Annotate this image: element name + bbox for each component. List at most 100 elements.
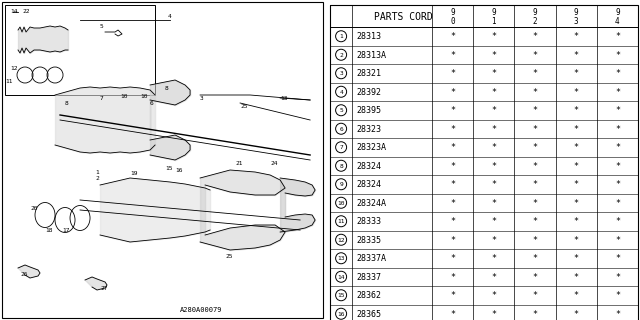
Text: 8: 8 bbox=[339, 164, 343, 169]
Text: *: * bbox=[492, 88, 497, 97]
Text: 8: 8 bbox=[65, 101, 68, 106]
Text: *: * bbox=[573, 310, 579, 319]
Text: 14: 14 bbox=[337, 275, 345, 280]
Text: 25: 25 bbox=[240, 104, 248, 109]
Text: *: * bbox=[573, 143, 579, 152]
Bar bbox=[5, 5, 155, 95]
Text: 3: 3 bbox=[200, 96, 204, 101]
Text: *: * bbox=[450, 51, 455, 60]
Text: PARTS CORD: PARTS CORD bbox=[374, 12, 433, 22]
Text: 28321: 28321 bbox=[356, 69, 381, 78]
Text: 28392: 28392 bbox=[356, 88, 381, 97]
Text: 6: 6 bbox=[150, 101, 154, 106]
Text: 8: 8 bbox=[165, 86, 169, 91]
Text: 20: 20 bbox=[30, 206, 38, 211]
Text: *: * bbox=[492, 106, 497, 115]
Text: 9
4: 9 4 bbox=[615, 8, 620, 26]
Text: *: * bbox=[573, 162, 579, 171]
Text: *: * bbox=[573, 180, 579, 189]
Text: *: * bbox=[615, 199, 620, 208]
Text: *: * bbox=[615, 69, 620, 78]
Text: 9: 9 bbox=[339, 182, 343, 187]
Text: 28335: 28335 bbox=[356, 236, 381, 245]
Text: 4: 4 bbox=[168, 14, 172, 19]
Text: *: * bbox=[615, 236, 620, 245]
Text: *: * bbox=[492, 51, 497, 60]
Text: *: * bbox=[450, 69, 455, 78]
Text: 17: 17 bbox=[62, 228, 70, 233]
Text: *: * bbox=[615, 254, 620, 263]
Text: 15: 15 bbox=[337, 293, 345, 298]
Text: *: * bbox=[532, 273, 538, 282]
Text: *: * bbox=[615, 51, 620, 60]
Text: 16: 16 bbox=[175, 168, 182, 173]
Text: 7: 7 bbox=[339, 145, 343, 150]
Text: *: * bbox=[450, 32, 455, 41]
Text: *: * bbox=[450, 273, 455, 282]
Text: *: * bbox=[492, 217, 497, 226]
Text: *: * bbox=[532, 143, 538, 152]
Text: 6: 6 bbox=[339, 127, 343, 132]
Text: *: * bbox=[532, 236, 538, 245]
Text: *: * bbox=[492, 310, 497, 319]
Text: 2: 2 bbox=[339, 53, 343, 58]
Text: *: * bbox=[492, 291, 497, 300]
Text: 28395: 28395 bbox=[356, 106, 381, 115]
Text: 14: 14 bbox=[10, 9, 17, 14]
Text: *: * bbox=[615, 310, 620, 319]
Text: 28324: 28324 bbox=[356, 162, 381, 171]
Text: *: * bbox=[532, 217, 538, 226]
Text: *: * bbox=[492, 125, 497, 134]
Text: 12: 12 bbox=[10, 66, 17, 71]
Text: *: * bbox=[615, 273, 620, 282]
Text: 9
1: 9 1 bbox=[492, 8, 496, 26]
Text: *: * bbox=[532, 199, 538, 208]
Text: 12: 12 bbox=[337, 238, 345, 243]
Text: 28362: 28362 bbox=[356, 291, 381, 300]
Text: 16: 16 bbox=[337, 312, 345, 317]
Text: *: * bbox=[450, 143, 455, 152]
Text: 18: 18 bbox=[45, 228, 52, 233]
Text: *: * bbox=[532, 162, 538, 171]
Text: *: * bbox=[573, 217, 579, 226]
Text: *: * bbox=[573, 69, 579, 78]
Text: *: * bbox=[450, 236, 455, 245]
Text: 26: 26 bbox=[20, 272, 28, 277]
Text: *: * bbox=[573, 254, 579, 263]
Text: 4: 4 bbox=[339, 90, 343, 95]
Text: *: * bbox=[492, 199, 497, 208]
Text: 28323A: 28323A bbox=[356, 143, 386, 152]
Text: 15: 15 bbox=[165, 166, 173, 171]
Text: 11: 11 bbox=[5, 79, 13, 84]
Text: *: * bbox=[532, 69, 538, 78]
Text: 5: 5 bbox=[339, 108, 343, 113]
Text: 21: 21 bbox=[235, 161, 243, 166]
Text: *: * bbox=[492, 254, 497, 263]
Text: *: * bbox=[573, 125, 579, 134]
Text: A280A00079: A280A00079 bbox=[180, 307, 223, 313]
Text: *: * bbox=[492, 236, 497, 245]
Text: *: * bbox=[532, 32, 538, 41]
Text: 10: 10 bbox=[337, 201, 345, 206]
Text: *: * bbox=[450, 217, 455, 226]
Text: *: * bbox=[573, 199, 579, 208]
Text: *: * bbox=[573, 106, 579, 115]
Text: 28313A: 28313A bbox=[356, 51, 386, 60]
Text: *: * bbox=[532, 291, 538, 300]
Text: *: * bbox=[615, 291, 620, 300]
Text: 28337A: 28337A bbox=[356, 254, 386, 263]
Text: 28323: 28323 bbox=[356, 125, 381, 134]
Text: *: * bbox=[615, 143, 620, 152]
Text: 5: 5 bbox=[100, 24, 104, 29]
Text: *: * bbox=[492, 69, 497, 78]
Text: 19: 19 bbox=[130, 171, 138, 176]
Text: *: * bbox=[532, 51, 538, 60]
Text: *: * bbox=[532, 125, 538, 134]
Text: *: * bbox=[450, 88, 455, 97]
Text: 28333: 28333 bbox=[356, 217, 381, 226]
Text: 3: 3 bbox=[339, 71, 343, 76]
Text: *: * bbox=[615, 162, 620, 171]
Text: 1: 1 bbox=[339, 34, 343, 39]
Text: *: * bbox=[615, 32, 620, 41]
Text: *: * bbox=[615, 106, 620, 115]
